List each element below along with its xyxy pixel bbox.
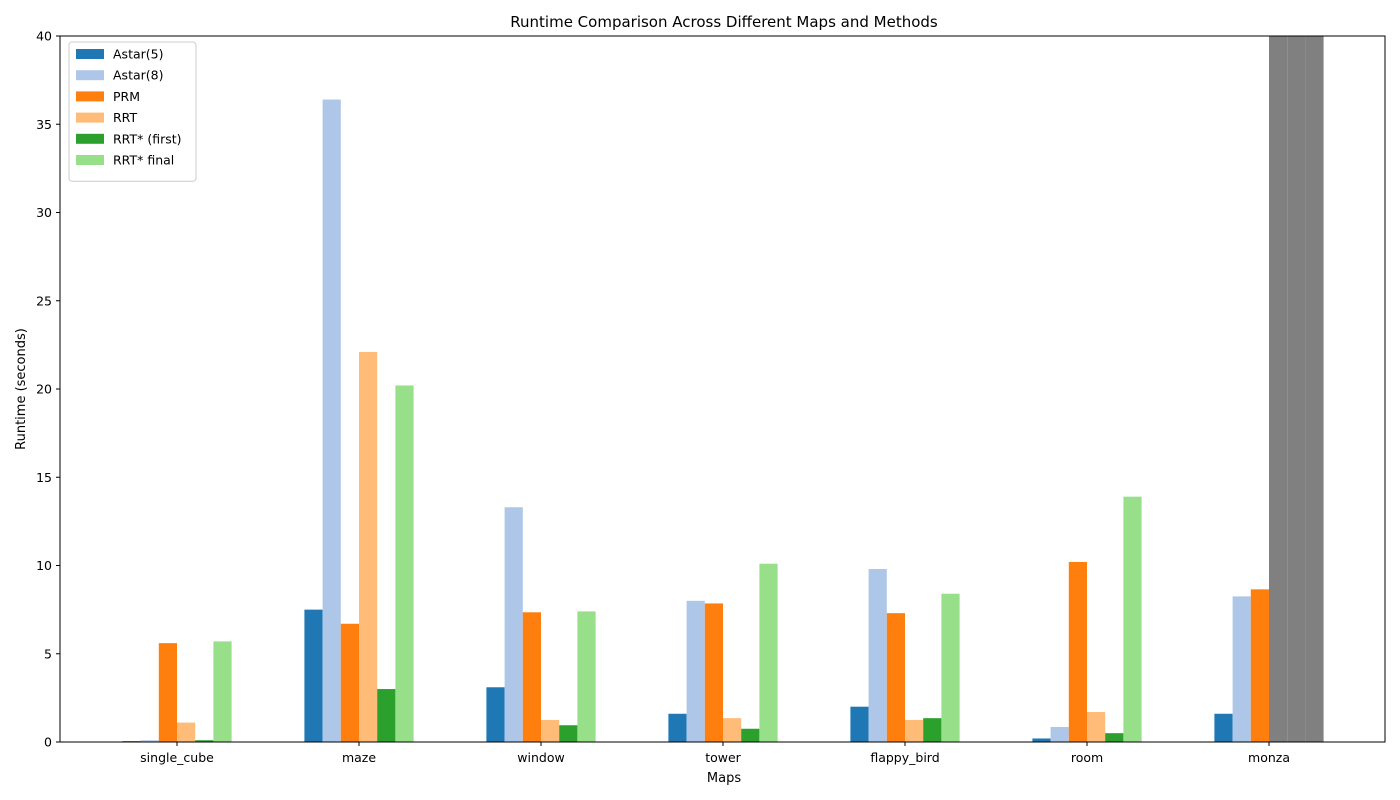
bar-window-rrt-first- — [559, 725, 578, 742]
bar-window-astar-8- — [504, 507, 523, 742]
x-tick-label: tower — [705, 750, 741, 765]
bar-room-rrt — [1087, 712, 1106, 742]
bar-flappy_bird-astar-5- — [850, 706, 869, 742]
chart-title: Runtime Comparison Across Different Maps… — [510, 13, 938, 31]
bar-maze-astar-5- — [304, 609, 323, 743]
y-tick-label: 10 — [36, 558, 52, 573]
legend-swatch — [76, 133, 104, 144]
y-tick-label: 25 — [36, 293, 52, 308]
x-axis-ticks: single_cube maze window tower flappy_bird roo… — [140, 742, 1290, 765]
legend-swatch — [76, 155, 104, 165]
bar-window-astar-5- — [486, 687, 505, 742]
x-tick-label: flappy_bird — [870, 750, 939, 765]
bar-tower-rrt-final — [759, 563, 778, 742]
legend-swatch — [76, 49, 104, 59]
bar-monza-rrt-final — [1305, 36, 1324, 742]
bar-maze-rrt-final — [395, 385, 414, 742]
bar-single_cube-rrt — [177, 722, 196, 742]
bar-monza-astar-8- — [1232, 596, 1251, 742]
y-tick-label: 15 — [36, 470, 52, 485]
legend-label: Astar(5) — [113, 47, 163, 62]
bar-flappy_bird-rrt-first- — [923, 718, 942, 742]
bar-monza-prm — [1250, 589, 1269, 742]
x-axis-label: Maps — [707, 771, 741, 786]
y-tick-label: 0 — [44, 735, 52, 750]
legend-label: RRT — [113, 110, 137, 125]
bar-tower-astar-5- — [668, 713, 687, 742]
bar-single_cube-prm — [158, 643, 177, 742]
bar-window-prm — [522, 612, 541, 742]
bar-monza-rrt — [1269, 36, 1288, 742]
bar-window-rrt — [541, 719, 560, 742]
legend-label: RRT* final — [113, 153, 174, 168]
x-tick-label: monza — [1248, 750, 1290, 765]
y-tick-label: 40 — [36, 29, 52, 44]
y-tick-label: 20 — [36, 382, 52, 397]
y-tick-label: 5 — [44, 646, 52, 661]
bar-maze-rrt-first- — [377, 689, 396, 742]
bar-maze-prm — [340, 623, 359, 742]
bar-room-rrt-first- — [1105, 733, 1124, 742]
legend: Astar(5) Astar(8) PRM RRT RRT* (first) RRT* f… — [68, 41, 197, 182]
bar-flappy_bird-rrt — [905, 719, 924, 742]
y-tick-label: 30 — [36, 205, 52, 220]
x-tick-label: window — [517, 750, 564, 765]
legend-swatch — [76, 112, 104, 123]
legend-label: Astar(8) — [113, 68, 163, 83]
y-axis-label: Runtime (seconds) — [14, 328, 29, 450]
bar-tower-prm — [704, 603, 723, 742]
bar-tower-astar-8- — [686, 600, 705, 742]
bar-room-rrt-final — [1123, 496, 1142, 742]
bar-room-prm — [1068, 561, 1087, 742]
bars-group — [122, 36, 1324, 743]
bar-single_cube-rrt-first- — [195, 740, 214, 742]
bar-flappy_bird-prm — [886, 613, 905, 742]
bar-flappy_bird-rrt-final — [941, 593, 960, 742]
y-axis-ticks: 0 5 10 15 20 25 30 35 40 — [36, 29, 60, 750]
legend-label: RRT* (first) — [113, 131, 182, 146]
legend-swatch — [76, 70, 104, 81]
bar-monza-astar-5- — [1214, 713, 1233, 742]
bar-window-rrt-final — [577, 611, 596, 742]
legend-swatch — [76, 91, 104, 102]
bar-room-astar-5- — [1032, 738, 1051, 742]
bar-tower-rrt — [723, 718, 742, 742]
bar-monza-rrt-first- — [1287, 36, 1306, 742]
bar-maze-astar-8- — [322, 99, 341, 743]
x-tick-label: maze — [342, 750, 376, 765]
bar-flappy_bird-astar-8- — [868, 569, 887, 742]
bar-maze-rrt — [359, 351, 378, 742]
y-tick-label: 35 — [36, 117, 52, 132]
bar-single_cube-astar-8- — [140, 740, 159, 742]
x-tick-label: single_cube — [140, 750, 214, 765]
legend-label: PRM — [113, 89, 140, 104]
bar-tower-rrt-first- — [741, 728, 760, 742]
x-tick-label: room — [1071, 750, 1103, 765]
bar-single_cube-rrt-final — [213, 641, 232, 742]
bar-room-astar-8- — [1050, 727, 1069, 742]
